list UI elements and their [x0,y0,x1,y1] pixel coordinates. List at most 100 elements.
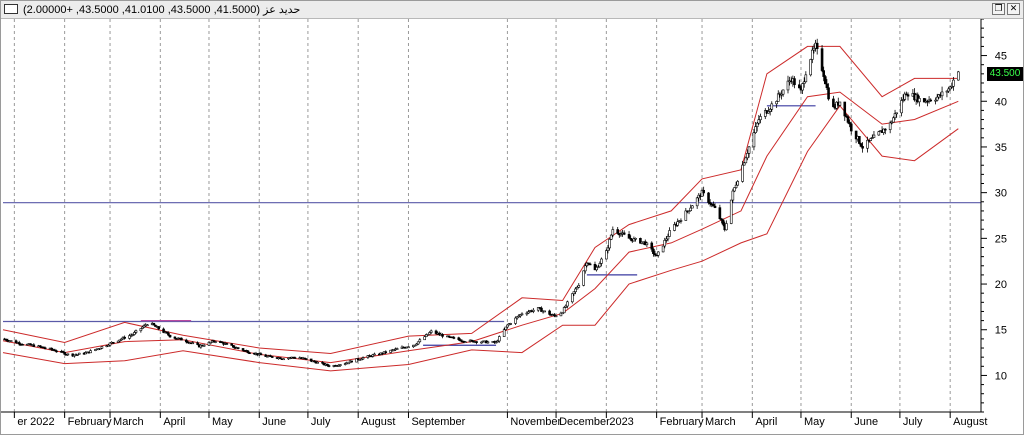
candle-body [562,307,566,314]
candle-body [922,98,926,103]
window-title: حديد عز (41.5000, 43.5000, 41.0100, 43.5… [23,4,301,16]
x-tick-label: May [212,416,233,428]
x-tick-label: August [361,416,395,428]
candle-body [815,42,819,49]
candle-body [598,263,602,268]
candle-body [673,224,676,231]
candle-body [691,205,694,209]
candle-body [566,301,569,307]
candle-body [191,342,195,345]
candle-body [742,162,746,166]
candle-body [131,334,135,336]
candle-body [952,79,955,87]
candle-body [845,115,848,118]
candle-body [804,74,808,83]
restore-icon[interactable]: ❐ [992,3,1005,15]
candle-body [146,324,149,327]
candle-body [162,328,165,333]
candle-body [901,99,905,101]
candle-body [639,237,642,244]
candle-body [50,347,53,350]
candle-body [313,360,316,363]
candle-body [184,339,188,343]
candle-body [700,189,704,197]
candle-body [14,340,18,344]
candle-body [843,101,847,117]
candle-body [361,357,365,360]
candle-body [561,312,564,315]
candle-body [452,337,456,339]
window-titlebar[interactable]: حديد عز (41.5000, 43.5000, 41.0100, 43.5… [1,1,1023,19]
candle-body [634,237,637,240]
candle-body [536,307,540,311]
candle-body [733,187,736,192]
candle-body [768,108,772,112]
candle-body [893,113,897,119]
candle-body [679,220,683,222]
candle-body [882,128,885,133]
candle-body [903,93,907,100]
candle-body [157,326,161,330]
candle-body [606,247,610,251]
candle-body [514,317,517,324]
candle-body [21,343,24,346]
candle-body [134,330,138,333]
candle-body [702,189,705,194]
candle-body [763,110,767,117]
candle-body [457,337,461,340]
candle-body [29,343,32,346]
candle-body [609,234,613,240]
candle-body [945,90,949,93]
candle-body [120,338,123,341]
candle-body [849,123,853,132]
candle-body [665,238,668,241]
candle-body [934,99,937,102]
candle-body [496,340,499,343]
candle-body [895,112,898,115]
x-tick-label: April [163,416,185,428]
candle-body [116,340,120,343]
candle-body [282,358,285,361]
candle-body [858,136,861,144]
candle-body [585,262,589,267]
candle-body [663,239,667,247]
candle-body [684,210,688,221]
chart-window-icon [4,4,18,14]
y-tick-label: 40 [995,96,1007,108]
candle-body [309,358,313,362]
candle-body [600,258,603,264]
candle-body [248,352,251,355]
x-tick-label: July [903,416,923,428]
candle-body [373,353,376,356]
candle-body [848,122,851,125]
x-tick-label: February [660,416,705,428]
candle-body [61,351,65,353]
close-icon[interactable]: ✕ [1007,3,1020,15]
candle-body [321,361,324,364]
x-tick-label: 2023 [609,416,633,428]
price-chart[interactable]: er 2022 February March April May June July Augu… [1,19,1023,434]
y-tick-label: 25 [995,233,1007,245]
candle-body [781,89,785,95]
x-tick-label: December [559,416,610,428]
candle-body [890,121,894,124]
candle-body [583,265,587,272]
candle-body [948,86,952,90]
candle-body [426,333,430,336]
candle-body [725,223,728,231]
grid [13,19,951,412]
candle-body [721,219,725,225]
candle-body [392,349,396,352]
candle-body [543,310,547,313]
candle-body [611,229,615,236]
candle-body [754,126,757,134]
candle-body [232,345,235,348]
candle-body [729,199,733,224]
candle-body [825,83,829,89]
candle-body [128,335,131,339]
candle-body [241,348,245,351]
candle-body [854,130,858,140]
x-tick-label: November [510,416,561,428]
candle-body [246,350,250,354]
candle-body [42,346,45,349]
